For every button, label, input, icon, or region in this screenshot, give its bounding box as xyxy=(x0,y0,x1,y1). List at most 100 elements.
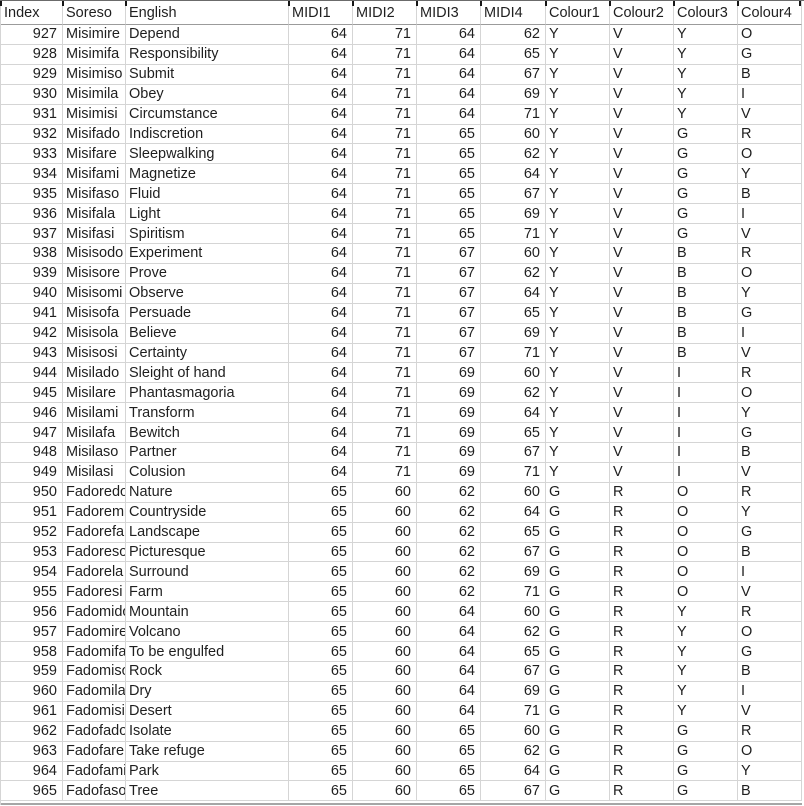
cell-colour1[interactable]: Y xyxy=(546,104,610,125)
cell-index[interactable]: 932 xyxy=(1,124,63,145)
cell-midi2[interactable]: 60 xyxy=(353,642,417,662)
cell-colour2[interactable]: R xyxy=(610,502,674,523)
cell-midi1[interactable]: 65 xyxy=(289,602,353,623)
cell-colour4[interactable]: B xyxy=(738,64,802,85)
cell-soreso[interactable]: Fadoremi xyxy=(63,502,126,523)
cell-midi1[interactable]: 65 xyxy=(289,522,353,543)
cell-colour2[interactable]: V xyxy=(610,44,674,65)
cell-midi4[interactable]: 65 xyxy=(481,522,546,543)
cell-colour2[interactable]: V xyxy=(610,124,674,145)
cell-midi4[interactable]: 62 xyxy=(481,741,546,762)
cell-colour4[interactable]: V xyxy=(738,343,802,364)
cell-english[interactable]: Colusion xyxy=(126,462,289,483)
cell-colour3[interactable]: Y xyxy=(674,662,738,682)
cell-colour3[interactable]: Y xyxy=(674,25,738,45)
cell-english[interactable]: Responsibility xyxy=(126,44,289,65)
cell-midi4[interactable]: 64 xyxy=(481,403,546,424)
cell-midi4[interactable]: 67 xyxy=(481,184,546,205)
cell-colour1[interactable]: G xyxy=(546,701,610,722)
column-header-midi4[interactable]: MIDI4 xyxy=(481,1,546,25)
cell-midi3[interactable]: 65 xyxy=(417,184,481,205)
column-header-colour1[interactable]: Colour1 xyxy=(546,1,610,25)
cell-soreso[interactable]: Fadomila xyxy=(63,681,126,702)
cell-colour1[interactable]: Y xyxy=(546,224,610,244)
cell-midi4[interactable]: 69 xyxy=(481,681,546,702)
cell-soreso[interactable]: Misilami xyxy=(63,403,126,424)
cell-midi2[interactable]: 71 xyxy=(353,403,417,424)
cell-midi4[interactable]: 65 xyxy=(481,642,546,662)
cell-index[interactable]: 963 xyxy=(1,741,63,762)
column-header-midi3[interactable]: MIDI3 xyxy=(417,1,481,25)
cell-midi2[interactable]: 71 xyxy=(353,263,417,284)
cell-index[interactable]: 953 xyxy=(1,542,63,563)
cell-midi1[interactable]: 64 xyxy=(289,443,353,463)
cell-index[interactable]: 929 xyxy=(1,64,63,85)
cell-colour1[interactable]: G xyxy=(546,622,610,643)
cell-soreso[interactable]: Misisore xyxy=(63,263,126,284)
cell-colour4[interactable]: I xyxy=(738,562,802,583)
cell-index[interactable]: 962 xyxy=(1,721,63,742)
cell-midi2[interactable]: 60 xyxy=(353,721,417,742)
cell-midi4[interactable]: 64 xyxy=(481,283,546,304)
cell-soreso[interactable]: Fadofado xyxy=(63,721,126,742)
cell-midi3[interactable]: 64 xyxy=(417,681,481,702)
cell-midi4[interactable]: 62 xyxy=(481,263,546,284)
cell-midi4[interactable]: 69 xyxy=(481,84,546,105)
cell-colour1[interactable]: G xyxy=(546,761,610,782)
cell-midi3[interactable]: 64 xyxy=(417,84,481,105)
cell-colour2[interactable]: V xyxy=(610,224,674,244)
cell-colour2[interactable]: V xyxy=(610,263,674,284)
cell-midi3[interactable]: 65 xyxy=(417,124,481,145)
cell-colour1[interactable]: Y xyxy=(546,283,610,304)
cell-soreso[interactable]: Fadomiso xyxy=(63,662,126,682)
cell-midi3[interactable]: 64 xyxy=(417,642,481,662)
cell-midi2[interactable]: 60 xyxy=(353,622,417,643)
cell-colour1[interactable]: Y xyxy=(546,243,610,264)
cell-soreso[interactable]: Misisomi xyxy=(63,283,126,304)
cell-english[interactable]: Believe xyxy=(126,323,289,344)
cell-midi3[interactable]: 69 xyxy=(417,443,481,463)
cell-midi4[interactable]: 64 xyxy=(481,164,546,185)
cell-colour4[interactable]: O xyxy=(738,144,802,165)
cell-english[interactable]: Indiscretion xyxy=(126,124,289,145)
cell-midi3[interactable]: 62 xyxy=(417,482,481,503)
cell-index[interactable]: 954 xyxy=(1,562,63,583)
cell-midi3[interactable]: 67 xyxy=(417,243,481,264)
cell-colour4[interactable]: R xyxy=(738,602,802,623)
cell-colour1[interactable]: Y xyxy=(546,462,610,483)
cell-colour4[interactable]: Y xyxy=(738,502,802,523)
cell-midi1[interactable]: 65 xyxy=(289,622,353,643)
cell-midi3[interactable]: 69 xyxy=(417,423,481,444)
cell-soreso[interactable]: Misifaso xyxy=(63,184,126,205)
cell-colour3[interactable]: Y xyxy=(674,622,738,643)
cell-english[interactable]: Fluid xyxy=(126,184,289,205)
cell-colour3[interactable]: B xyxy=(674,303,738,324)
cell-colour2[interactable]: R xyxy=(610,562,674,583)
cell-midi4[interactable]: 60 xyxy=(481,602,546,623)
cell-midi2[interactable]: 60 xyxy=(353,662,417,682)
cell-colour1[interactable]: Y xyxy=(546,383,610,404)
cell-midi3[interactable]: 65 xyxy=(417,164,481,185)
cell-colour2[interactable]: R xyxy=(610,701,674,722)
cell-colour4[interactable]: R xyxy=(738,363,802,384)
cell-index[interactable]: 947 xyxy=(1,423,63,444)
cell-index[interactable]: 940 xyxy=(1,283,63,304)
cell-colour3[interactable]: G xyxy=(674,144,738,165)
cell-midi1[interactable]: 65 xyxy=(289,761,353,782)
cell-colour3[interactable]: G xyxy=(674,184,738,205)
column-header-english[interactable]: English xyxy=(126,1,289,25)
cell-midi4[interactable]: 67 xyxy=(481,64,546,85)
cell-midi1[interactable]: 64 xyxy=(289,383,353,404)
cell-midi1[interactable]: 64 xyxy=(289,403,353,424)
cell-colour4[interactable]: Y xyxy=(738,164,802,185)
column-header-midi1[interactable]: MIDI1 xyxy=(289,1,353,25)
cell-soreso[interactable]: Misifami xyxy=(63,164,126,185)
cell-colour2[interactable]: V xyxy=(610,243,674,264)
cell-colour3[interactable]: G xyxy=(674,124,738,145)
cell-midi3[interactable]: 64 xyxy=(417,602,481,623)
cell-index[interactable]: 944 xyxy=(1,363,63,384)
cell-colour2[interactable]: R xyxy=(610,761,674,782)
cell-index[interactable]: 942 xyxy=(1,323,63,344)
cell-midi3[interactable]: 65 xyxy=(417,761,481,782)
cell-index[interactable]: 946 xyxy=(1,403,63,424)
